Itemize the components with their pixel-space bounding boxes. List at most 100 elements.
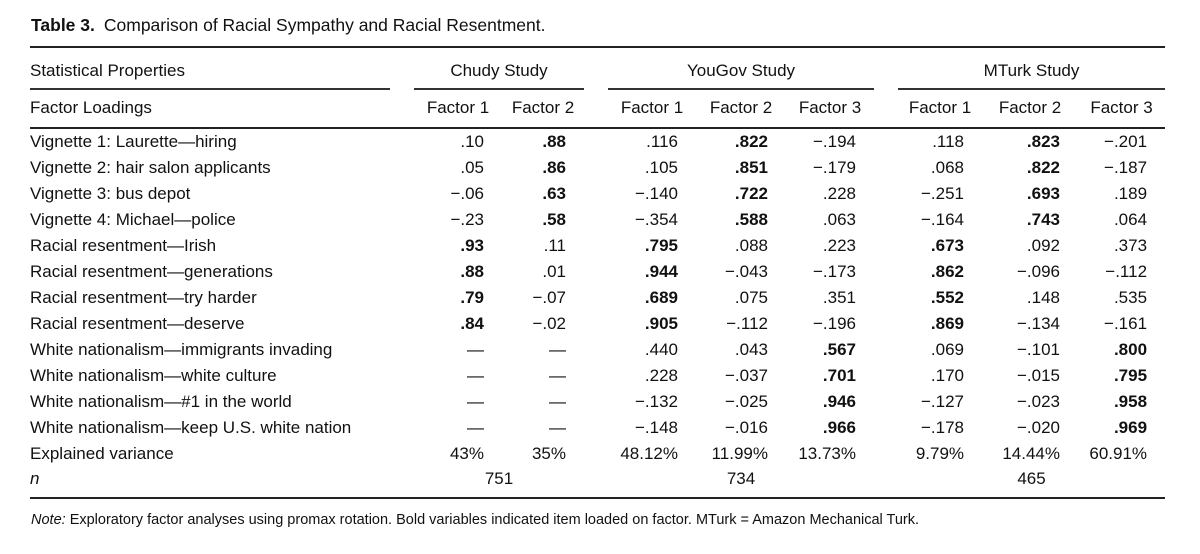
cell-value: — bbox=[549, 392, 566, 411]
cell-value: .10 bbox=[460, 132, 484, 151]
table-row: White nationalism—white culture — — .228 −.0… bbox=[30, 363, 1165, 389]
cell-value: −.132 bbox=[634, 392, 678, 411]
cell-value: .068 bbox=[930, 158, 965, 177]
cell-spacer bbox=[874, 415, 898, 441]
cell-value: −.02 bbox=[532, 314, 566, 333]
cell-value: .064 bbox=[1113, 210, 1148, 229]
cell-value: .958 bbox=[1113, 392, 1148, 411]
header-spacer bbox=[584, 47, 608, 89]
row-label: White nationalism—#1 in the world bbox=[30, 392, 292, 411]
cell-spacer bbox=[584, 441, 608, 467]
cell-value: −.023 bbox=[1017, 392, 1061, 411]
cell-spacer bbox=[584, 207, 608, 233]
table-row: Vignette 4: Michael—police −.23 .58 −.354 .5… bbox=[30, 207, 1165, 233]
cell-spacer bbox=[584, 285, 608, 311]
cell-value: .851 bbox=[734, 158, 768, 177]
cell-value: .944 bbox=[644, 262, 678, 281]
cell-spacer bbox=[584, 389, 608, 415]
cell-spacer bbox=[390, 441, 414, 467]
cell-value: −.196 bbox=[813, 314, 857, 333]
cell-value: .552 bbox=[930, 288, 965, 307]
cell-value: .351 bbox=[822, 288, 857, 307]
cell-value: .722 bbox=[734, 184, 768, 203]
cell-spacer bbox=[874, 389, 898, 415]
cell-value: .743 bbox=[1026, 210, 1061, 229]
header-spacer bbox=[584, 89, 608, 129]
row-label: Vignette 2: hair salon applicants bbox=[30, 158, 271, 177]
cell-value: .795 bbox=[644, 236, 678, 255]
cell-spacer bbox=[390, 389, 414, 415]
cell-value: 43% bbox=[449, 444, 484, 463]
cell-spacer bbox=[874, 207, 898, 233]
row-label: Racial resentment—deserve bbox=[30, 314, 245, 333]
cell-spacer bbox=[874, 311, 898, 337]
n-value: 465 bbox=[898, 467, 1166, 499]
cell-value: 11.99% bbox=[711, 444, 768, 463]
cell-value: — bbox=[467, 418, 484, 437]
n-value: 734 bbox=[608, 467, 875, 499]
cell-value: .063 bbox=[822, 210, 857, 229]
cell-value: −.020 bbox=[1017, 418, 1061, 437]
header-spacer bbox=[390, 89, 414, 129]
cell-value: .092 bbox=[1026, 236, 1061, 255]
cell-value: — bbox=[467, 366, 484, 385]
mturk-factor2-header: Factor 2 bbox=[982, 89, 1079, 129]
cell-value: .373 bbox=[1113, 236, 1148, 255]
cell-value: — bbox=[549, 340, 566, 359]
cell-value: .223 bbox=[822, 236, 857, 255]
cell-value: −.178 bbox=[921, 418, 965, 437]
cell-value: −.07 bbox=[532, 288, 566, 307]
header-spacer bbox=[874, 89, 899, 129]
cell-value: .228 bbox=[644, 366, 678, 385]
cell-value: 9.79% bbox=[915, 444, 965, 463]
cell-value: −.015 bbox=[1017, 366, 1061, 385]
cell-value: .966 bbox=[822, 418, 857, 437]
cell-value: −.043 bbox=[724, 262, 768, 281]
yougov-factor2-header: Factor 2 bbox=[696, 89, 786, 129]
cell-value: .088 bbox=[734, 236, 768, 255]
cell-spacer bbox=[874, 467, 899, 499]
cell-value: .588 bbox=[734, 210, 768, 229]
cell-value: .535 bbox=[1113, 288, 1148, 307]
cell-spacer bbox=[584, 181, 608, 207]
cell-spacer bbox=[584, 128, 608, 155]
cell-spacer bbox=[390, 415, 414, 441]
cell-value: .88 bbox=[542, 132, 566, 151]
row-label: Racial resentment—Irish bbox=[30, 236, 217, 255]
cell-value: .148 bbox=[1026, 288, 1061, 307]
cell-spacer bbox=[874, 181, 898, 207]
header-spacer bbox=[390, 47, 414, 89]
cell-value: .043 bbox=[734, 340, 768, 359]
cell-value: −.134 bbox=[1017, 314, 1061, 333]
cell-spacer bbox=[390, 259, 414, 285]
cell-spacer bbox=[390, 467, 414, 499]
mturk-factor1-header: Factor 1 bbox=[898, 89, 983, 129]
cell-value: .01 bbox=[542, 262, 566, 281]
cell-value: — bbox=[467, 392, 484, 411]
cell-value: .118 bbox=[932, 132, 965, 151]
cell-spacer bbox=[874, 155, 898, 181]
table-title: Table 3. Comparison of Racial Sympathy an… bbox=[31, 13, 1165, 38]
study-header-row: Statistical Properties Chudy Study YouGo… bbox=[30, 47, 1166, 90]
cell-value: .84 bbox=[460, 314, 484, 333]
table-note: Note: Exploratory factor analyses using … bbox=[31, 510, 1165, 530]
mturk-factor3-header: Factor 3 bbox=[1078, 89, 1166, 129]
cell-value: −.037 bbox=[724, 366, 768, 385]
cell-spacer bbox=[874, 337, 898, 363]
cell-spacer bbox=[584, 311, 608, 337]
row-label: White nationalism—keep U.S. white nation bbox=[30, 418, 352, 437]
cell-value: −.179 bbox=[813, 158, 857, 177]
cell-value: .567 bbox=[822, 340, 857, 359]
cell-value: .946 bbox=[822, 392, 857, 411]
factor-header-row: Factor Loadings Factor 1 Factor 2 Factor… bbox=[30, 89, 1166, 129]
table-row: Vignette 1: Laurette—hiring .10 .88 .116 .82… bbox=[30, 128, 1165, 155]
cell-value: .800 bbox=[1113, 340, 1148, 359]
cell-value: −.096 bbox=[1017, 262, 1061, 281]
cell-spacer bbox=[390, 128, 414, 155]
cell-value: −.112 bbox=[1105, 262, 1148, 281]
cell-value: .693 bbox=[1026, 184, 1061, 203]
row-label: Vignette 3: bus depot bbox=[30, 184, 191, 203]
cell-value: −.06 bbox=[450, 184, 484, 203]
table-row: Explained variance 43% 35% 48.12% 11.99% 13.7… bbox=[30, 441, 1165, 467]
cell-value: 48.12% bbox=[620, 444, 678, 463]
